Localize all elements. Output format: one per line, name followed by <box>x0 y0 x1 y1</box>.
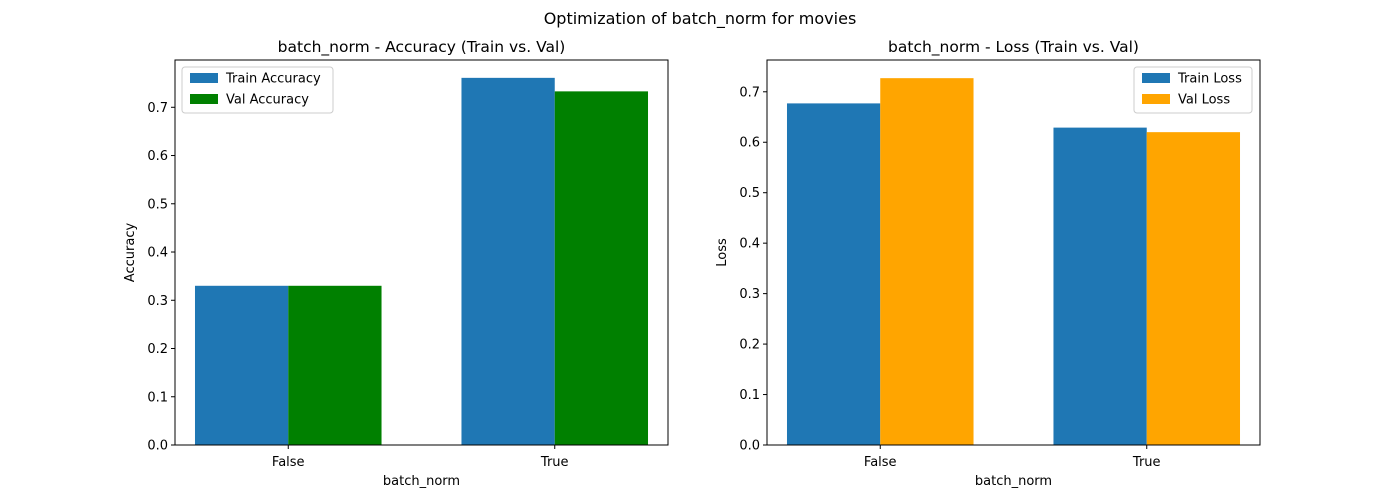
y-tick-label: 0.1 <box>739 388 760 403</box>
y-axis-label: Accuracy <box>123 223 138 283</box>
legend-label: Val Loss <box>1178 93 1230 108</box>
bar-false-train-accuracy <box>194 285 289 445</box>
y-tick-label: 0.2 <box>147 342 168 357</box>
y-tick-label: 0.4 <box>739 237 760 252</box>
y-tick-label: 0.3 <box>739 287 760 302</box>
y-axis-label: Loss <box>715 238 730 267</box>
legend: Train Loss Val Loss <box>1133 66 1253 114</box>
axes-frame <box>766 59 1261 446</box>
x-tick-label: True <box>540 455 569 470</box>
x-tick-label: False <box>272 455 305 470</box>
y-tick-label: 0.3 <box>147 294 168 309</box>
y-tick-label: 0.5 <box>739 186 760 201</box>
legend-label: Val Accuracy <box>226 93 309 108</box>
y-tick-label: 0.6 <box>739 136 760 151</box>
legend: Train Accuracy Val Accuracy <box>181 66 334 114</box>
y-tick-label: 0.4 <box>147 246 168 261</box>
y-tick-label: 0.5 <box>147 197 168 212</box>
legend-swatch <box>1142 94 1170 104</box>
bar-true-train-accuracy <box>461 77 555 445</box>
y-tick-label: 0.2 <box>739 338 760 353</box>
y-tick-label: 0.0 <box>739 439 760 454</box>
figure-suptitle: Optimization of batch_norm for movies <box>544 9 857 29</box>
legend-swatch <box>1142 73 1170 83</box>
chart-title: batch_norm - Accuracy (Train vs. Val) <box>278 38 566 57</box>
x-axis-label: batch_norm <box>975 474 1052 489</box>
chart-panel-1: 0.0 0.1 0.2 0.3 0.4 0.5 0.6 0.7 False True batch_n… <box>123 38 669 489</box>
bar-false-val-accuracy <box>288 285 382 445</box>
legend-swatch <box>190 73 218 83</box>
y-tick-label: 0.6 <box>147 149 168 164</box>
bar-true-train-loss <box>1053 127 1147 445</box>
legend-label: Train Loss <box>1177 72 1242 87</box>
legend-label: Train Accuracy <box>225 72 321 87</box>
bar-false-val-loss <box>880 78 974 446</box>
y-tick-label: 0.0 <box>147 439 168 454</box>
chart-panel-2: 0.0 0.1 0.2 0.3 0.4 0.5 0.6 0.7 False True batch_n… <box>715 38 1261 489</box>
bar-true-val-loss <box>1146 132 1241 446</box>
legend-swatch <box>190 94 218 104</box>
y-tick-label: 0.7 <box>147 101 168 116</box>
bar-false-train-loss <box>786 103 881 445</box>
y-tick-label: 0.1 <box>147 390 168 405</box>
legend-box <box>181 66 334 114</box>
y-tick-label: 0.7 <box>739 85 760 100</box>
x-tick-label: True <box>1132 455 1161 470</box>
bar-true-val-accuracy <box>554 91 649 445</box>
x-axis-label: batch_norm <box>383 474 460 489</box>
chart-title: batch_norm - Loss (Train vs. Val) <box>888 38 1139 57</box>
x-tick-label: False <box>864 455 897 470</box>
